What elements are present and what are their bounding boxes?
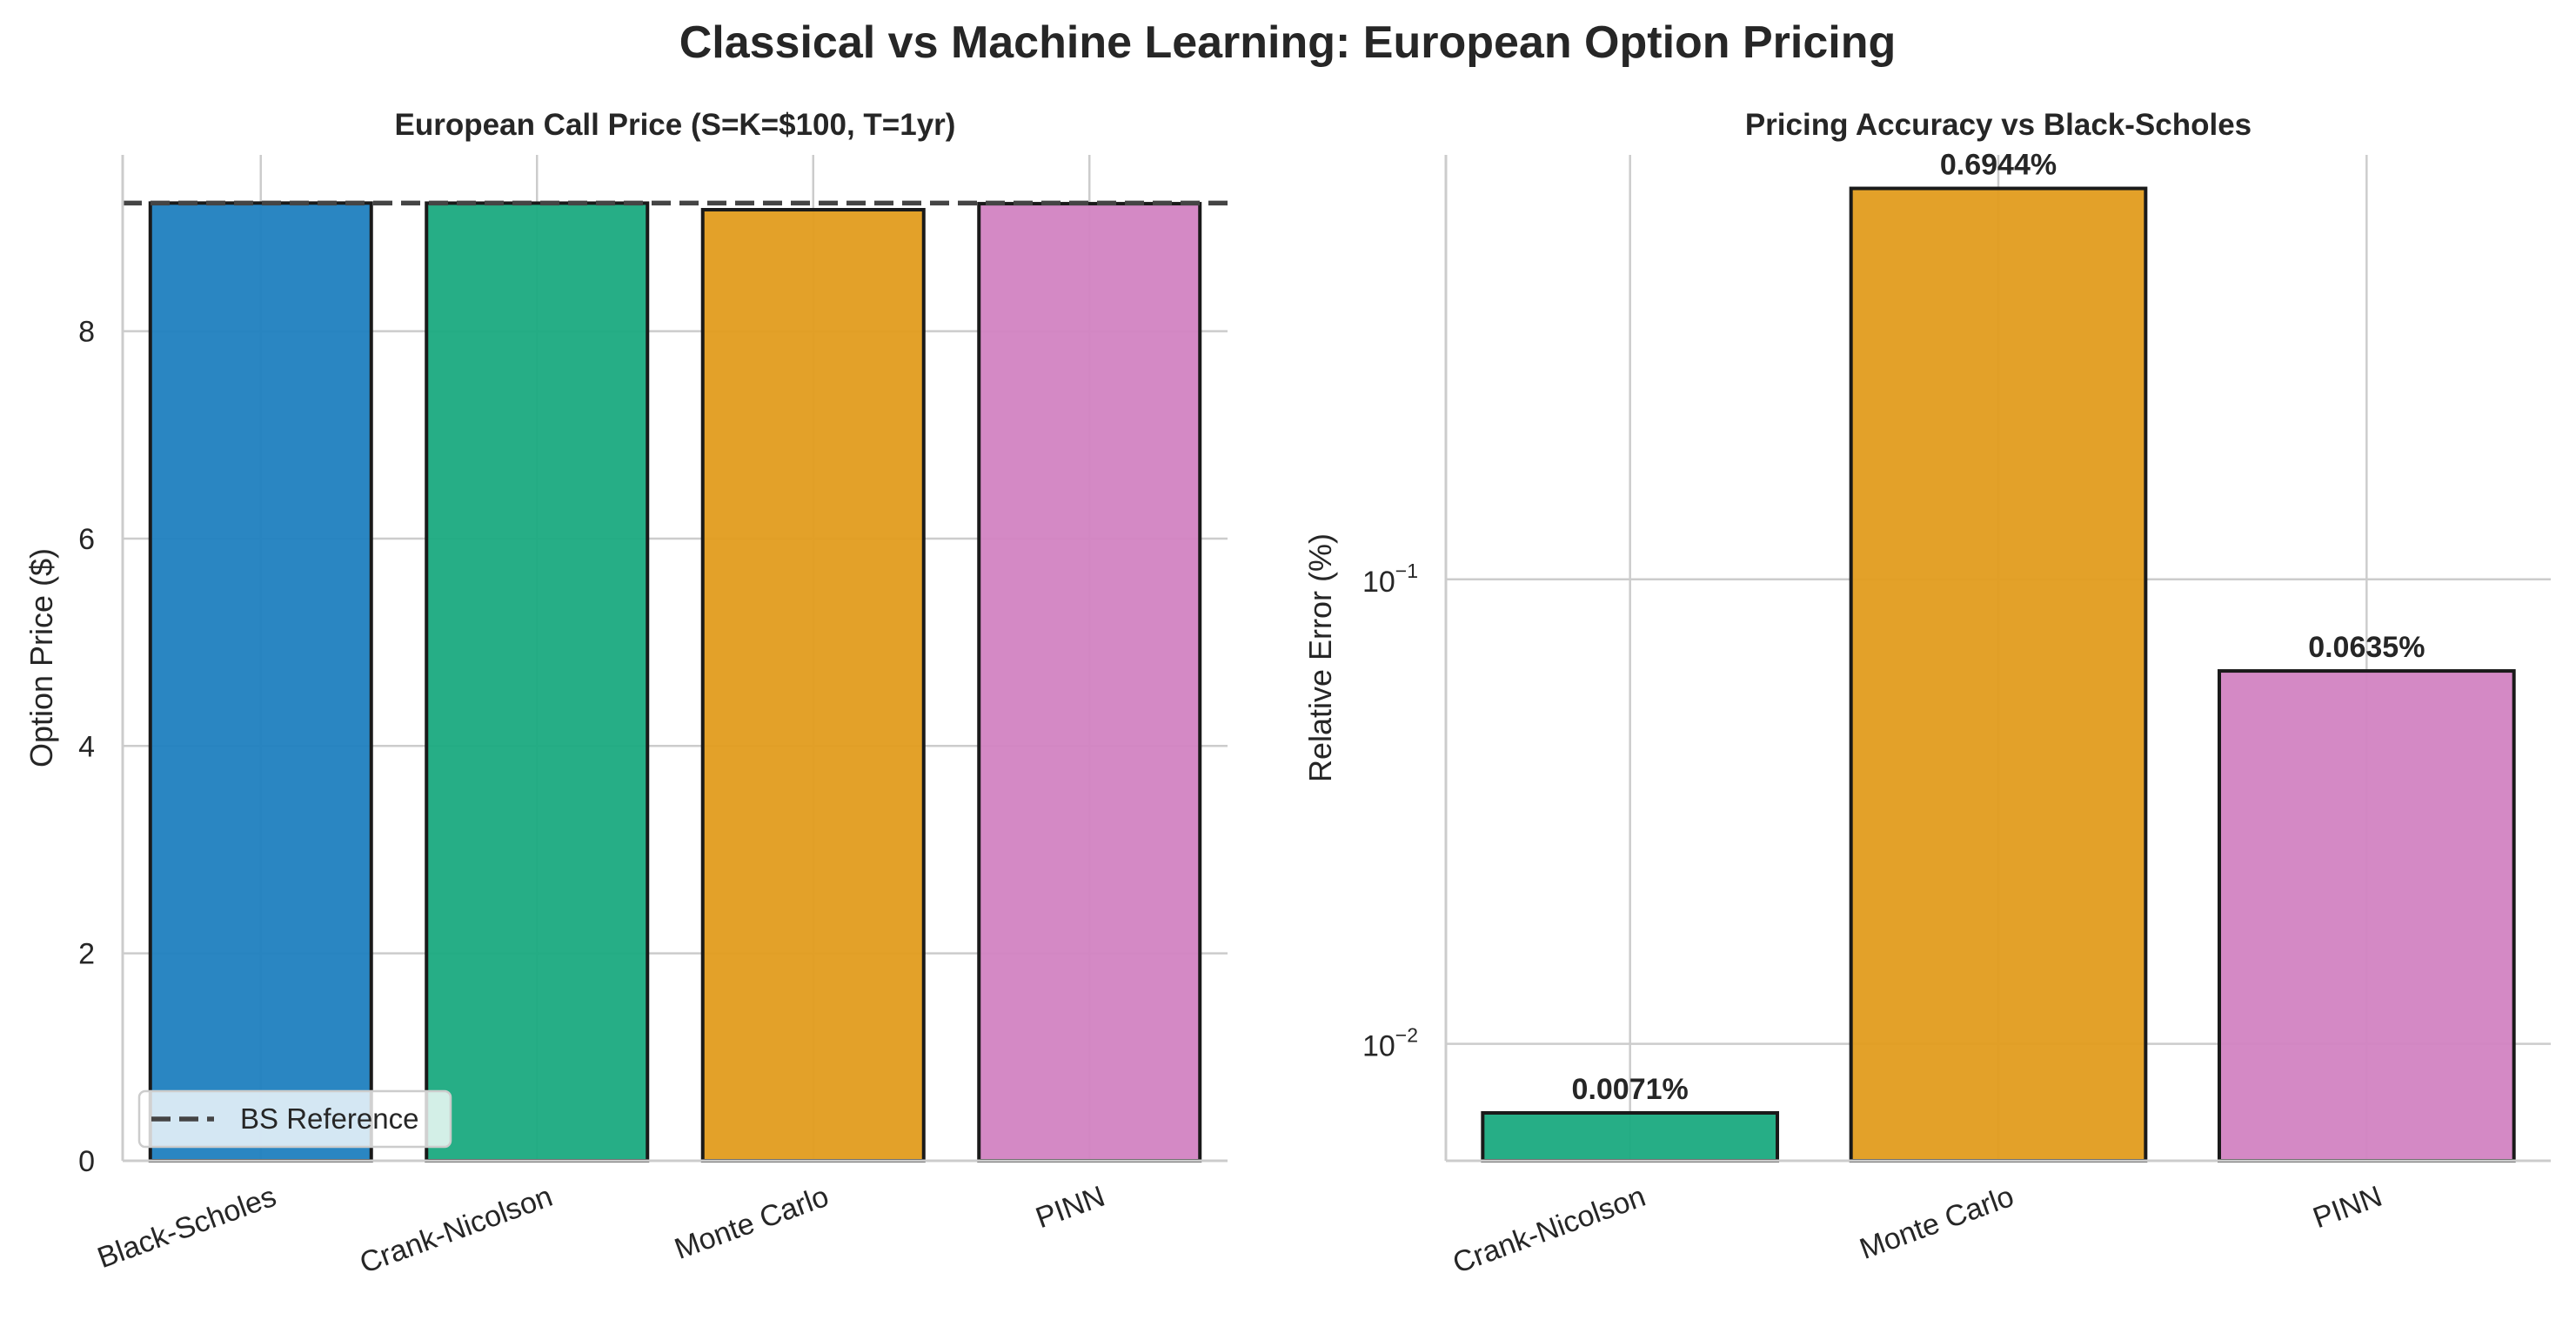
error-chart-xticks: Crank-Nicolson Monte Carlo PINN [1449, 1180, 2386, 1280]
price-chart-xticks: Black-Scholes Crank-Nicolson Monte Carlo PI… [93, 1180, 1109, 1280]
error-chart-spines [1444, 155, 2551, 1163]
error-xtick-label: Monte Carlo [1856, 1180, 2018, 1266]
error-chart-ylabel: Relative Error (%) [1302, 533, 1338, 782]
bar-crank-nicolson [425, 201, 650, 1163]
error-chart-title: Pricing Accuracy vs Black-Scholes [1745, 108, 2251, 142]
price-ytick-label: 2 [78, 938, 95, 971]
error-data-label: 0.0635% [2308, 631, 2425, 664]
price-chart-spines [121, 155, 1228, 1163]
price-chart-ylabel: Option Price ($) [23, 548, 59, 767]
bar-pinn [2218, 669, 2516, 1163]
error-xtick-label: Crank-Nicolson [1449, 1180, 1649, 1280]
price-xtick-label: Monte Carlo [670, 1180, 833, 1266]
price-ytick-label: 4 [78, 730, 95, 763]
bar-crank-nicolson [1481, 1110, 1780, 1163]
bar-monte-carlo [700, 208, 926, 1163]
price-xtick-label: PINN [1032, 1180, 1109, 1235]
price-xtick-label: Black-Scholes [93, 1180, 280, 1275]
price-chart: 0 2 4 6 8 Black-Scholes Crank-Nicolson Monte C… [23, 108, 1228, 1280]
legend-entry-bs-reference: BS Reference [240, 1102, 418, 1135]
error-chart-bars [1481, 186, 2516, 1163]
price-chart-bars [148, 201, 1202, 1163]
legend-frame [137, 1089, 452, 1149]
price-ytick-label: 8 [78, 316, 95, 349]
price-chart-legend: BS Reference [137, 1089, 452, 1149]
error-ytick-label: 10−2 [1362, 1024, 1418, 1063]
bar-pinn [977, 202, 1202, 1163]
error-chart-barlabels: 0.0071% 0.6944% 0.0635% [1572, 149, 2425, 1106]
error-data-label: 0.0071% [1572, 1073, 1689, 1106]
error-chart: 0.0071% 0.6944% 0.0635% 10−2 10−1 Crank-Nic… [1302, 108, 2551, 1280]
error-data-label: 0.6944% [1940, 149, 2057, 182]
bar-monte-carlo [1849, 186, 2148, 1163]
figure-title: Classical vs Machine Learning: European … [679, 17, 1897, 68]
error-ytick-label: 10−1 [1362, 559, 1418, 599]
price-chart-yticks: 0 2 4 6 8 [78, 316, 95, 1178]
price-chart-title: European Call Price (S=K=$100, T=1yr) [395, 108, 956, 142]
bar-black-scholes [148, 201, 373, 1163]
price-xtick-label: Crank-Nicolson [356, 1180, 557, 1280]
error-chart-yticks: 10−2 10−1 [1362, 559, 1418, 1063]
price-ytick-label: 0 [78, 1145, 95, 1178]
price-ytick-label: 6 [78, 523, 95, 556]
error-xtick-label: PINN [2309, 1180, 2386, 1235]
